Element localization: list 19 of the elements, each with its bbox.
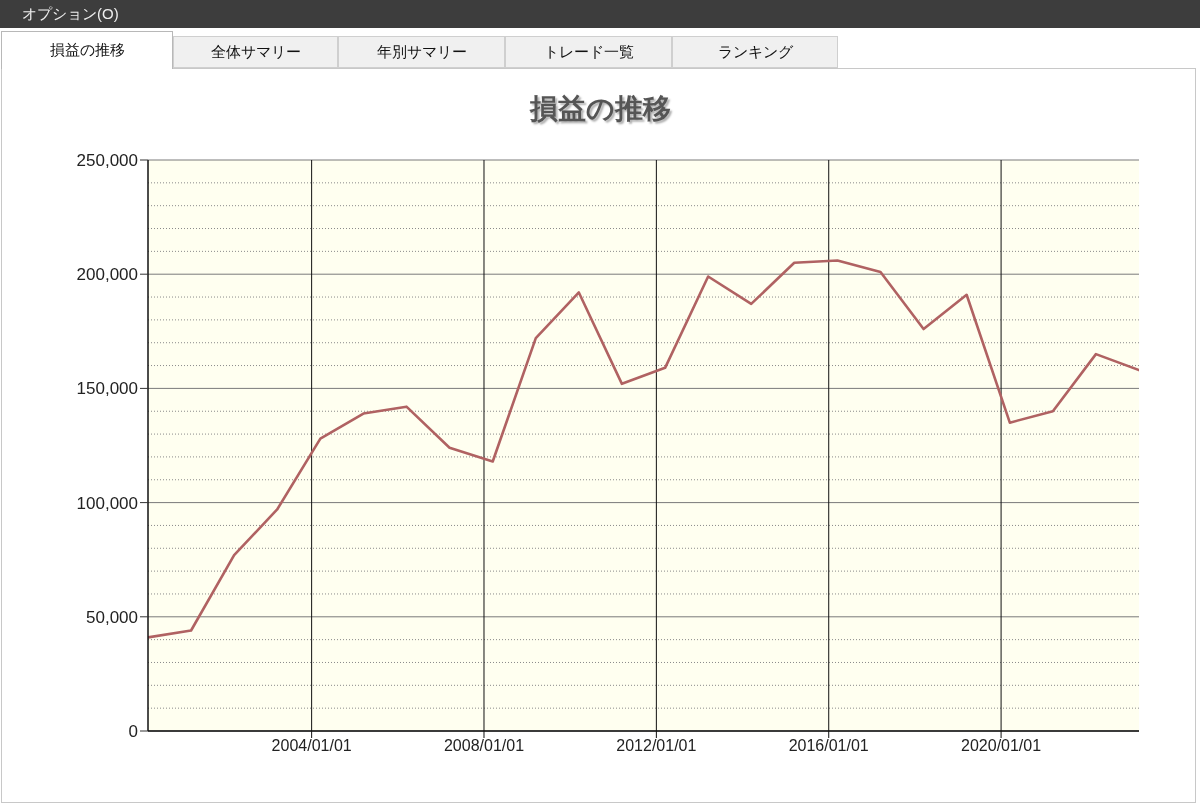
line-series: [148, 259, 1139, 639]
x-tick-label: 2008/01/01: [443, 737, 525, 755]
tab: 年別サマリー: [338, 36, 505, 68]
x-tick-label: 2020/01/01: [961, 737, 1042, 755]
tab: ランキング: [672, 36, 838, 68]
tab: 損益の推移: [1, 31, 173, 69]
y-tick-label: 50,000: [86, 607, 138, 627]
y-tick-label: 200,000: [76, 265, 138, 285]
menu-bar: オプション(O): [0, 0, 1200, 28]
y-tick-label: 0: [128, 722, 138, 742]
chart-title: 損益の推移: [528, 92, 672, 126]
y-tick-label: 150,000: [76, 379, 138, 399]
x-tick-label: 2004/01/01: [271, 737, 352, 755]
y-tick-label: 100,000: [76, 493, 138, 513]
x-tick-label: 2016/01/01: [788, 737, 869, 755]
x-tick-label: 2012/01/01: [616, 737, 697, 755]
tab: 全体サマリー: [173, 36, 338, 68]
y-tick-label: 250,000: [76, 151, 138, 171]
tab: トレード一覧: [505, 36, 672, 68]
